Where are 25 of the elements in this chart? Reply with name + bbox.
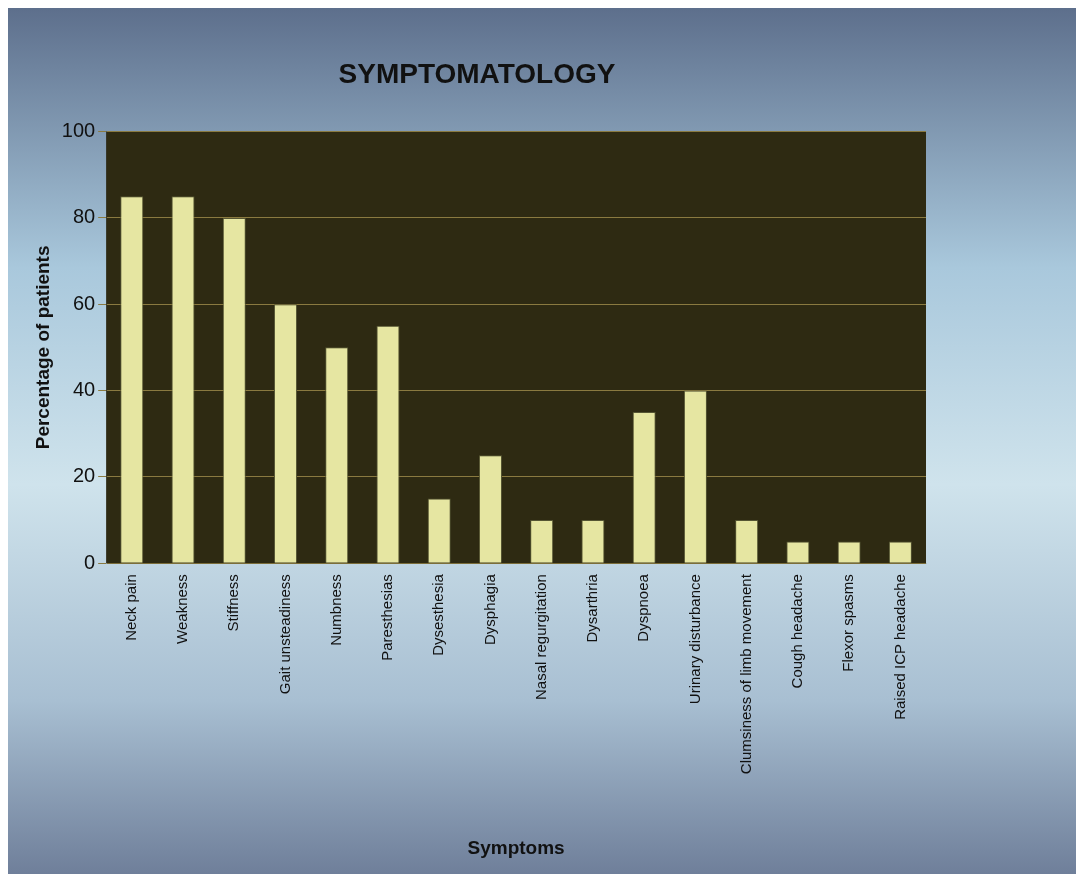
x-tick-label: Dysesthesia bbox=[429, 573, 447, 656]
x-tick-label: Cough headache bbox=[788, 574, 806, 689]
x-tick-label: Dysphagia bbox=[480, 573, 498, 646]
y-tick-label: 0 bbox=[84, 550, 96, 573]
x-tick-label: Paresthesias bbox=[378, 574, 396, 661]
x-tick-label: Stiffness bbox=[224, 574, 242, 632]
x-tick-label: Nasal regurgitation bbox=[531, 574, 549, 701]
x-tick-label: Urinary disturbance bbox=[685, 574, 703, 705]
x-tick-label: Flexor spasms bbox=[839, 574, 857, 672]
y-tick-label: 100 bbox=[61, 119, 96, 142]
y-tick-label: 80 bbox=[72, 205, 96, 228]
y-axis-title: Percentage of patients bbox=[31, 245, 53, 450]
x-axis-title: Symptoms bbox=[467, 836, 565, 858]
x-tick-label: Dysarthria bbox=[583, 573, 601, 643]
x-tick-label: Gait unsteadiness bbox=[275, 574, 293, 695]
x-tick-label: Dyspnoea bbox=[634, 573, 652, 642]
chart-title: SYMPTOMATOLOGY bbox=[338, 57, 616, 89]
x-tick-label: Weakness bbox=[173, 574, 191, 644]
x-tick-label: Neck pain bbox=[121, 574, 139, 641]
y-tick-label: 20 bbox=[72, 464, 96, 487]
x-tick-label: Clumsiness of limb movement bbox=[736, 573, 754, 775]
x-tick-label: Raised ICP headache bbox=[890, 574, 908, 720]
y-tick-label: 40 bbox=[72, 378, 96, 401]
y-tick-label: 60 bbox=[72, 291, 96, 314]
x-tick-label: Numbness bbox=[326, 574, 344, 646]
